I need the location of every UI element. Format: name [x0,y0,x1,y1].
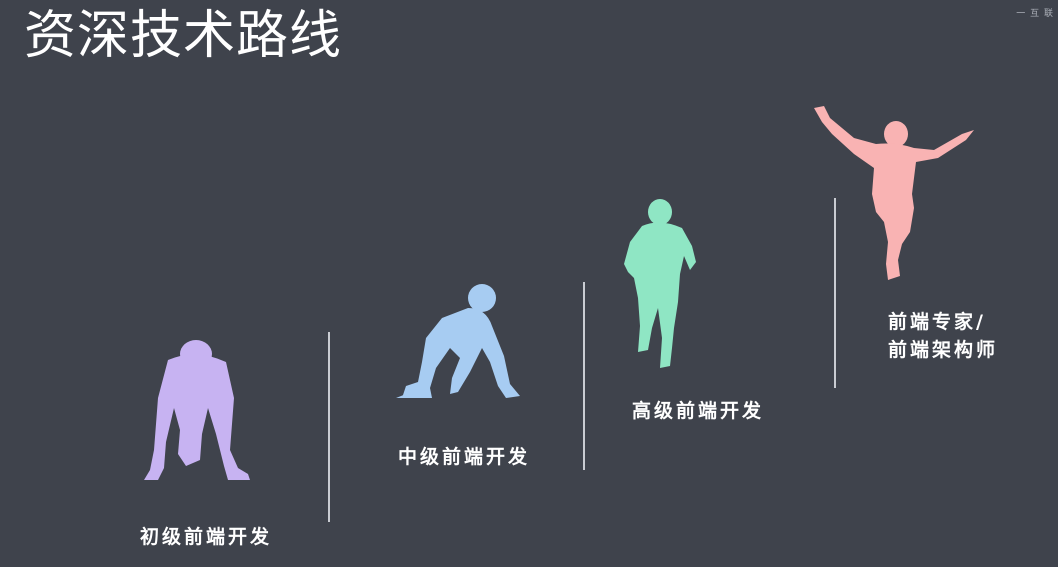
stage-divider-3 [834,198,836,388]
watermark-text: 一 互 联 [1016,9,1054,19]
stage-label-expert: 前端专家/ 前端架构师 [888,308,998,364]
stage-divider-1 [328,332,330,522]
stage-divider-2 [583,282,585,470]
slide-title: 资深技术路线 [24,6,343,66]
set-position-runner-icon [396,284,520,398]
sprinting-runner-icon [624,199,696,368]
stage-label-intermediate: 中级前端开发 [398,446,531,468]
stage-label-expert-line-2: 前端架构师 [888,339,999,361]
stage-label-senior: 高级前端开发 [632,400,765,422]
stage-label-junior: 初级前端开发 [140,526,273,548]
crouching-runner-icon [144,340,250,480]
stage-label-expert-line-1: 前端专家/ [888,311,986,333]
victory-runner-icon [814,106,974,280]
